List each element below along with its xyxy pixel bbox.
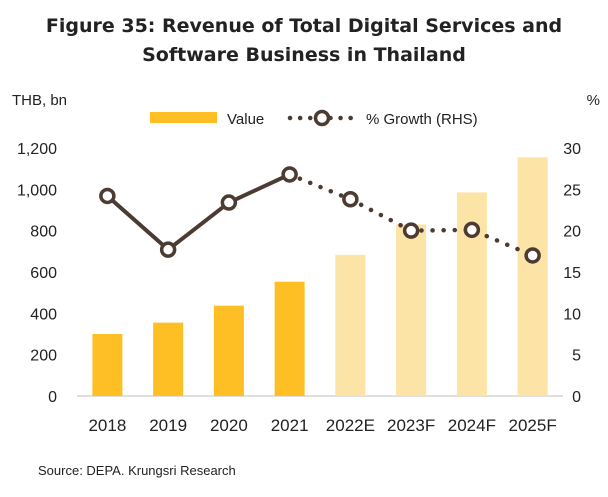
x-tick-label: 2018 — [88, 416, 126, 435]
growth-point-2018 — [99, 187, 116, 205]
x-tick-label: 2019 — [149, 416, 187, 435]
x-tick-label: 2023F — [387, 416, 435, 435]
chart-title-line-1: Figure 35: Revenue of Total Digital Serv… — [45, 15, 563, 37]
growth-point-2020 — [220, 194, 238, 211]
x-tick-label: 2022E — [326, 416, 375, 435]
right-y-tick-label: 15 — [563, 265, 581, 282]
right-axis-unit: % — [586, 92, 600, 109]
left-y-tick-label: 800 — [30, 224, 57, 241]
right-y-tick-label: 20 — [563, 224, 581, 241]
right-y-tick-label: 25 — [563, 182, 581, 199]
growth-point-2025F — [524, 247, 541, 264]
right-y-tick-label: 10 — [563, 306, 581, 323]
growth-point-2019 — [159, 241, 177, 258]
bar-2020 — [213, 305, 244, 396]
bar-2025F — [517, 157, 548, 396]
left-y-tick-label: 1,200 — [17, 141, 57, 158]
left-axis-unit: THB, bn — [12, 92, 68, 109]
left-y-tick-label: 1,000 — [17, 182, 57, 199]
bar-2019 — [153, 322, 184, 396]
growth-point-2023F — [402, 222, 420, 239]
x-tick-label: 2021 — [271, 416, 309, 435]
growth-point-2022E — [342, 191, 359, 208]
growth-line-actual — [106, 172, 291, 252]
right-y-tick-label: 5 — [572, 348, 581, 365]
bar-2018 — [92, 334, 123, 396]
left-y-tick-label: 600 — [30, 265, 57, 282]
x-tick-label: 2020 — [210, 416, 248, 435]
left-y-tick-label: 0 — [48, 389, 57, 406]
legend-label-value: Value — [227, 111, 264, 128]
legend-marker-growth — [313, 109, 331, 127]
left-y-tick-label: 400 — [30, 306, 57, 323]
legend-swatch-value — [150, 112, 217, 123]
right-y-tick-label: 30 — [563, 141, 581, 158]
chart-title: Figure 35: Revenue of Total Digital Serv… — [0, 12, 608, 70]
bar-2021 — [274, 281, 305, 396]
growth-point-2024F — [463, 221, 481, 239]
chart-title-line-2: Software Business in Thailand — [142, 44, 466, 66]
bar-2023F — [396, 224, 427, 396]
right-y-tick-label: 0 — [572, 389, 581, 406]
source-note: Source: DEPA. Krungsri Research — [38, 463, 236, 478]
legend-label-growth: % Growth (RHS) — [366, 111, 478, 128]
left-y-tick-label: 200 — [30, 348, 57, 365]
bar-2022E — [335, 254, 366, 396]
x-tick-label: 2024F — [448, 416, 496, 435]
x-tick-label: 2025F — [509, 416, 557, 435]
growth-point-2021 — [281, 166, 298, 183]
